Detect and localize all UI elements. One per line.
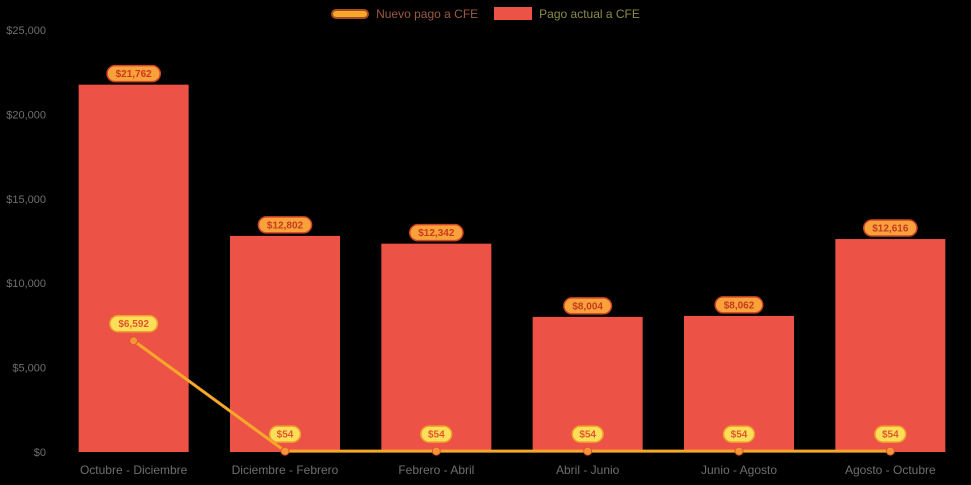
- x-axis-label: Febrero - Abril: [398, 463, 474, 477]
- line-value-label: $54: [882, 430, 899, 441]
- line-value-label: $54: [579, 430, 596, 441]
- bar-series-swatch-icon: [494, 7, 533, 20]
- y-axis-label: $25,000: [6, 25, 46, 37]
- x-axis-label: Diciembre - Febrero: [232, 463, 339, 477]
- bar-value-label-pill: [106, 64, 162, 83]
- chart-legend: Nuevo pago a CFE Pago actual a CFE: [0, 7, 971, 20]
- line-value-label-pill: [874, 425, 907, 443]
- line-value-label: $54: [731, 430, 748, 441]
- bar-value-label: $12,342: [418, 228, 455, 239]
- bar-value-label: $8,004: [572, 301, 603, 312]
- line-point-marker[interactable]: [885, 446, 895, 456]
- x-axis-label: Octubre - Diciembre: [80, 463, 188, 477]
- line-point-marker[interactable]: [431, 446, 441, 456]
- bar-value-label: $21,762: [116, 69, 153, 80]
- y-axis-label: $0: [34, 447, 46, 459]
- bar-value-label-pill: [714, 296, 764, 314]
- line-point-marker[interactable]: [583, 446, 593, 456]
- line-value-label-pill: [420, 425, 453, 443]
- legend-label-pago-actual: Pago actual a CFE: [539, 6, 640, 21]
- line-point-marker[interactable]: [280, 446, 290, 456]
- line-nuevo-pago[interactable]: [132, 339, 892, 453]
- bar-value-label-pill: [408, 223, 464, 242]
- y-axis-label: $20,000: [6, 109, 46, 121]
- y-axis-label: $5,000: [12, 363, 46, 375]
- bar-pago-actual[interactable]: [381, 243, 492, 452]
- bar-pago-actual[interactable]: [230, 235, 340, 452]
- line-value-label: $54: [277, 430, 294, 441]
- line-value-label-pill: [722, 425, 756, 443]
- y-axis-label: $15,000: [6, 194, 46, 206]
- line-point-marker[interactable]: [734, 446, 744, 456]
- x-axis-label: Abril - Junio: [556, 463, 620, 477]
- bar-pago-actual[interactable]: [835, 239, 946, 452]
- y-axis-label: $10,000: [6, 278, 46, 290]
- line-value-label-pill: [571, 425, 604, 443]
- legend-label-nuevo-pago: Nuevo pago a CFE: [376, 6, 479, 21]
- x-axis-label: Junio - Agosto: [701, 463, 777, 477]
- line-series-swatch-icon: [331, 8, 370, 19]
- bar-value-label-pill: [563, 297, 613, 315]
- bar-value-label: $8,062: [724, 300, 755, 311]
- x-axis-label: Agosto - Octubre: [845, 463, 936, 477]
- line-point-marker[interactable]: [129, 336, 139, 346]
- bar-value-label-pill: [257, 216, 313, 234]
- line-value-label: $6,592: [118, 319, 149, 330]
- legend-item-nuevo-pago[interactable]: Nuevo pago a CFE: [331, 8, 478, 20]
- bar-value-label-pill: [862, 219, 918, 237]
- bar-pago-actual[interactable]: [78, 84, 189, 452]
- bar-value-label: $12,616: [872, 224, 909, 235]
- bar-value-label: $12,802: [267, 220, 304, 231]
- line-value-label-pill: [109, 314, 159, 333]
- line-value-label-pill: [268, 425, 302, 443]
- legend-item-pago-actual[interactable]: Pago actual a CFE: [494, 7, 640, 20]
- line-value-label: $54: [428, 430, 445, 441]
